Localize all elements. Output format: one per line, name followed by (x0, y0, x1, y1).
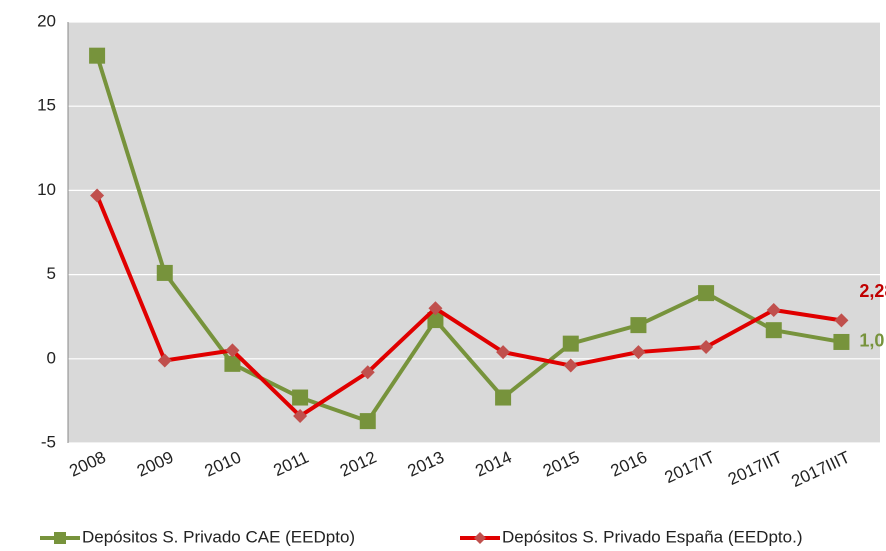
series-line (95, 194, 842, 419)
x-tick-label: 2015 (540, 447, 582, 480)
x-tick-label: 2009 (134, 447, 176, 480)
legend-marker (474, 532, 486, 544)
x-tick-label: 2014 (472, 447, 514, 480)
marker (225, 343, 240, 358)
marker (766, 302, 781, 317)
x-tick-label: 2016 (608, 447, 650, 480)
marker (834, 313, 849, 328)
y-tick-label: 20 (37, 11, 56, 30)
marker (698, 285, 715, 302)
x-tick-label: 2012 (337, 447, 379, 480)
marker (156, 264, 173, 281)
x-tick-label: 2013 (405, 447, 447, 480)
marker (89, 47, 106, 64)
x-tick-label: 2017IT (662, 447, 718, 487)
plot-area (68, 22, 880, 443)
marker (563, 358, 578, 373)
marker (699, 340, 714, 355)
marker (157, 353, 172, 368)
marker (495, 389, 512, 406)
marker (293, 409, 308, 424)
y-tick-label: 10 (37, 180, 56, 199)
series-line (95, 55, 842, 424)
y-tick-label: -5 (41, 432, 56, 451)
data-label: 2,28 (859, 281, 886, 301)
marker (427, 312, 444, 329)
legend-label: Depósitos S. Privado CAE (EEDpto) (82, 527, 355, 546)
y-tick-label: 5 (47, 264, 56, 283)
marker (833, 333, 850, 350)
y-tick-label: 0 (47, 348, 56, 367)
marker (631, 345, 646, 360)
marker (765, 322, 782, 339)
x-tick-label: 2017IIT (725, 447, 785, 489)
x-tick-label: 2010 (202, 447, 244, 480)
data-label: 1,0 (859, 331, 884, 351)
legend-label: Depósitos S. Privado España (EEDpto.) (502, 527, 802, 546)
marker (630, 317, 647, 334)
legend-marker (54, 532, 66, 544)
marker (224, 355, 241, 372)
marker (496, 345, 511, 360)
x-tick-label: 2011 (271, 447, 312, 480)
marker (360, 365, 375, 380)
marker (90, 188, 105, 203)
marker (359, 413, 376, 430)
marker (562, 335, 579, 352)
x-tick-label: 2017IIIT (788, 447, 853, 491)
x-tick-label: 2008 (66, 447, 108, 480)
marker (292, 389, 309, 406)
y-tick-label: 15 (37, 96, 56, 115)
marker (428, 301, 443, 316)
